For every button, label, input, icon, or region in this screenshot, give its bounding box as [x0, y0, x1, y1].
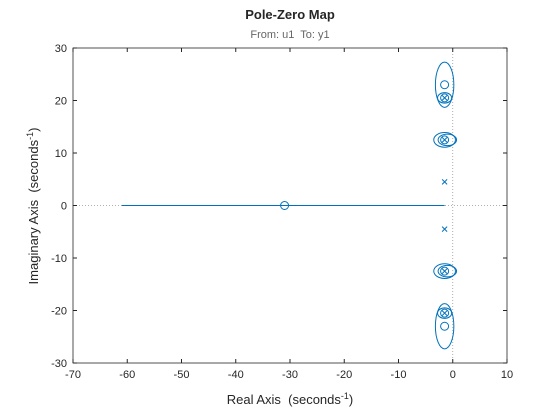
pole-marker — [441, 95, 448, 101]
x-tick-label: -30 — [282, 369, 298, 381]
pole-marker — [441, 310, 448, 316]
zero-marker — [440, 93, 450, 103]
pole-marker — [441, 268, 448, 274]
y-tick-label: -20 — [51, 306, 67, 318]
zero-marker — [440, 266, 450, 276]
pole-marker — [441, 137, 448, 143]
y-tick-label: 30 — [55, 43, 67, 55]
zero-marker — [280, 201, 290, 210]
x-tick-label: -40 — [228, 369, 244, 381]
y-tick-label: -10 — [51, 253, 67, 265]
x-axis-label-end: ) — [349, 392, 353, 407]
zero-marker — [440, 308, 450, 318]
x-tick-label: 0 — [450, 369, 456, 381]
y-tick-label: 20 — [55, 96, 67, 108]
zero-marker — [440, 80, 450, 90]
x-tick-label: -70 — [65, 369, 81, 381]
x-tick-label: -10 — [391, 369, 407, 381]
y-axis-label-sup: -1 — [25, 132, 35, 140]
y-axis-label: Imaginary Axis (seconds-1) — [25, 128, 41, 285]
x-axis-label: Real Axis (seconds-1) — [227, 391, 354, 407]
pole-marker — [441, 179, 448, 185]
zero-marker — [440, 321, 450, 331]
locus-ellipse — [433, 263, 456, 279]
x-tick-label: -20 — [336, 369, 352, 381]
y-tick-label: -30 — [51, 358, 67, 370]
locus-ellipse — [437, 133, 458, 147]
y-tick-label: 10 — [55, 148, 67, 160]
y-axis-label-text: Imaginary Axis (seconds — [26, 139, 41, 284]
locus-ellipse — [433, 132, 456, 148]
locus-ellipse — [434, 303, 455, 350]
x-tick-label: -50 — [174, 369, 190, 381]
pole-marker — [441, 226, 448, 232]
y-axis-label-end: ) — [26, 128, 41, 132]
locus-ellipse — [434, 61, 455, 108]
zero-marker — [440, 135, 450, 145]
chart-subtitle: From: u1 To: y1 — [250, 29, 329, 41]
y-tick-label: 0 — [61, 201, 67, 213]
plot-frame — [72, 47, 508, 364]
x-tick-label: 10 — [501, 369, 513, 381]
locus-ellipse — [437, 92, 453, 104]
chart-title: Pole-Zero Map — [245, 7, 335, 22]
locus-ellipse — [437, 264, 458, 278]
x-tick-label: -60 — [119, 369, 135, 381]
x-axis-label-sup: -1 — [341, 391, 349, 401]
x-axis-label-text: Real Axis (seconds — [227, 392, 342, 407]
